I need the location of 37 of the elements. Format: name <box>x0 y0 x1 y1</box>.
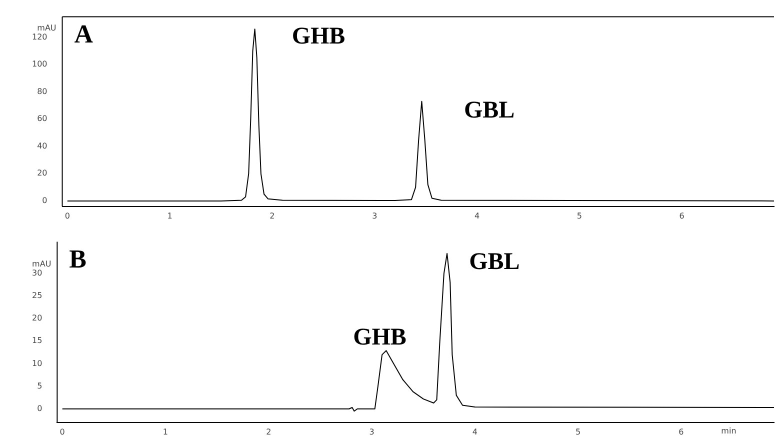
y-axis-title: mAU <box>37 23 56 32</box>
annotation: GBL <box>464 97 515 124</box>
y-tick-label: 120 <box>32 32 48 42</box>
y-tick-label: 30 <box>32 268 42 278</box>
y-tick-label: 100 <box>32 60 48 69</box>
x-tick-label: 1 <box>162 427 168 436</box>
annotation: GHB <box>353 324 406 351</box>
y-tick-label: 0 <box>42 196 48 206</box>
x-tick-label: 3 <box>369 427 374 436</box>
x-tick-label: 0 <box>64 211 70 220</box>
x-tick-label: 6 <box>679 211 684 220</box>
y-tick-label: 40 <box>37 141 48 150</box>
annotation: GBL <box>469 248 520 275</box>
annotation: GHB <box>292 23 346 50</box>
x-tick-label: 2 <box>266 427 272 436</box>
x-tick-label: 5 <box>575 427 581 436</box>
annotation: A <box>74 20 94 49</box>
y-tick-label: 10 <box>32 358 42 368</box>
x-tick-label: 0 <box>60 427 65 436</box>
x-axis-title: min <box>721 426 736 436</box>
x-tick-label: 6 <box>678 427 684 436</box>
y-tick-label: 80 <box>37 86 48 96</box>
annotation: B <box>69 244 87 274</box>
x-tick-label: 5 <box>576 211 582 220</box>
y-tick-label: 5 <box>37 381 42 390</box>
x-tick-label: 3 <box>372 211 378 220</box>
x-tick-label: 2 <box>270 211 275 220</box>
x-tick-label: 4 <box>472 427 478 436</box>
y-tick-label: 15 <box>32 336 42 346</box>
y-axis-title: mAU <box>32 259 52 268</box>
y-tick-label: 60 <box>37 114 48 124</box>
y-tick-label: 20 <box>32 314 42 323</box>
x-tick-label: 1 <box>167 211 172 220</box>
y-tick-label: 20 <box>37 168 48 178</box>
y-tick-label: 25 <box>32 291 42 300</box>
y-tick-label: 0 <box>37 404 42 413</box>
x-tick-label: 4 <box>474 211 480 220</box>
